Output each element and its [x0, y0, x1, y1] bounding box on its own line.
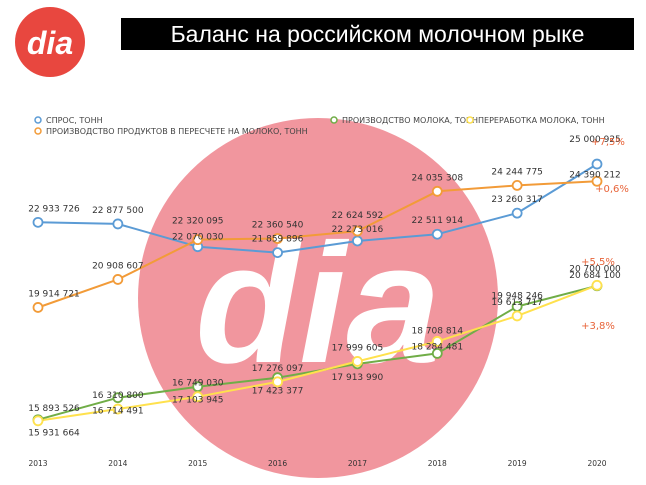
data-label: 20 700 000 [569, 264, 621, 274]
data-label: 16 714 491 [92, 407, 144, 417]
data-label: 21 859 896 [252, 235, 304, 245]
data-label: 16 749 030 [172, 379, 224, 389]
data-point [511, 179, 523, 191]
change-label: +5,5% [581, 257, 615, 268]
page-title: Баланс на российском молочном рыке [121, 18, 634, 50]
x-tick-label: 2016 [268, 459, 287, 468]
data-point [431, 336, 443, 347]
data-point [511, 310, 523, 322]
data-point [32, 216, 44, 228]
data-label: 16 310 800 [92, 391, 144, 401]
data-label: 22 877 500 [92, 206, 144, 216]
dia-logo: dia [15, 7, 85, 77]
dia-watermark: dia [138, 118, 498, 478]
data-point [511, 207, 523, 219]
x-tick-label: 2020 [587, 459, 606, 468]
data-point [431, 348, 443, 359]
data-point [192, 391, 204, 403]
data-labels: 22 933 726 22 877 500 22 070 030 21 859 896… [28, 135, 621, 439]
data-point [272, 376, 283, 388]
data-point [591, 158, 603, 170]
data-label: 22 511 914 [412, 216, 464, 226]
data-label: 22 273 016 [332, 225, 384, 235]
data-point [591, 175, 603, 187]
change-label: +7,5% [591, 137, 625, 148]
data-point [32, 415, 44, 427]
data-label: 17 423 377 [252, 387, 304, 397]
data-label: 20 684 100 [569, 271, 621, 281]
data-point [192, 234, 204, 246]
data-label: 17 276 097 [252, 364, 304, 374]
legend-marker [34, 127, 42, 135]
data-label: 25 000 925 [569, 135, 621, 145]
legend-marker [466, 116, 474, 124]
data-point [112, 403, 124, 415]
legend-label: ПРОИЗВОДСТВО ПРОДУКТОВ В ПЕРЕСЧЕТЕ НА МО… [46, 127, 308, 136]
legend-label: ПРОИЗВОДСТВО МОЛОКА, ТОНН [342, 116, 478, 125]
data-point [431, 185, 443, 197]
data-label: 23 260 317 [491, 195, 543, 205]
x-tick-label: 2013 [28, 459, 47, 468]
data-point [112, 218, 124, 230]
data-label: 20 908 607 [92, 261, 144, 271]
x-tick-label: 2018 [428, 459, 447, 468]
data-label: 17 999 605 [332, 343, 384, 353]
data-label: 19 948 246 [491, 292, 543, 302]
change-labels: +7,5% +0,6% +5,5% +3,8% [581, 137, 629, 332]
data-label: 24 244 775 [491, 167, 543, 177]
x-tick-label: 2019 [508, 459, 527, 468]
data-point [112, 274, 124, 285]
legend-label: ПЕРЕРАБОТКА МОЛОКА, ТОНН [478, 116, 605, 125]
data-label: 19 613 717 [491, 298, 543, 308]
data-label: 15 893 526 [28, 404, 80, 414]
data-label: 18 284 481 [412, 342, 464, 352]
chart-legend: СПРОС, ТОНН ПРОИЗВОДСТВО ПРОДУКТОВ В ПЕРЕ… [34, 116, 605, 136]
legend-marker [330, 116, 338, 124]
series-line [37, 284, 598, 422]
data-point [431, 228, 443, 240]
data-label: 22 624 592 [332, 211, 384, 221]
watermark-text: dia [195, 209, 441, 399]
data-point [32, 302, 44, 313]
data-point [352, 225, 363, 237]
data-point [352, 235, 363, 247]
data-label: 17 913 990 [332, 373, 384, 383]
data-point [272, 233, 283, 244]
series-line [37, 163, 598, 254]
data-point [591, 279, 603, 291]
x-tick-label: 2017 [348, 459, 367, 468]
data-point [352, 356, 363, 367]
change-label: +0,6% [595, 184, 629, 195]
data-label: 22 933 726 [28, 204, 80, 214]
data-label: 24 035 308 [412, 173, 464, 183]
legend-marker [34, 116, 42, 124]
x-axis: 2013 2014 2015 2016 2017 2018 2019 2020 [28, 459, 606, 468]
data-point [192, 381, 204, 393]
x-tick-label: 2015 [188, 459, 207, 468]
data-point [112, 392, 124, 404]
data-label: 17 103 945 [172, 396, 224, 406]
logo-text: dia [27, 25, 73, 61]
data-point [272, 247, 283, 259]
data-label: 15 931 664 [28, 429, 80, 439]
data-label: 22 360 540 [252, 221, 304, 231]
change-label: +3,8% [581, 321, 615, 332]
data-label: 19 914 721 [28, 289, 80, 299]
data-label: 24 390 212 [569, 170, 621, 180]
series-lines [32, 158, 603, 427]
data-label: 22 320 095 [172, 217, 224, 227]
x-tick-label: 2014 [108, 459, 127, 468]
series-line [37, 180, 598, 309]
data-label: 22 070 030 [172, 233, 224, 243]
legend-label: СПРОС, ТОНН [46, 116, 103, 125]
data-label: 18 708 814 [412, 326, 464, 336]
